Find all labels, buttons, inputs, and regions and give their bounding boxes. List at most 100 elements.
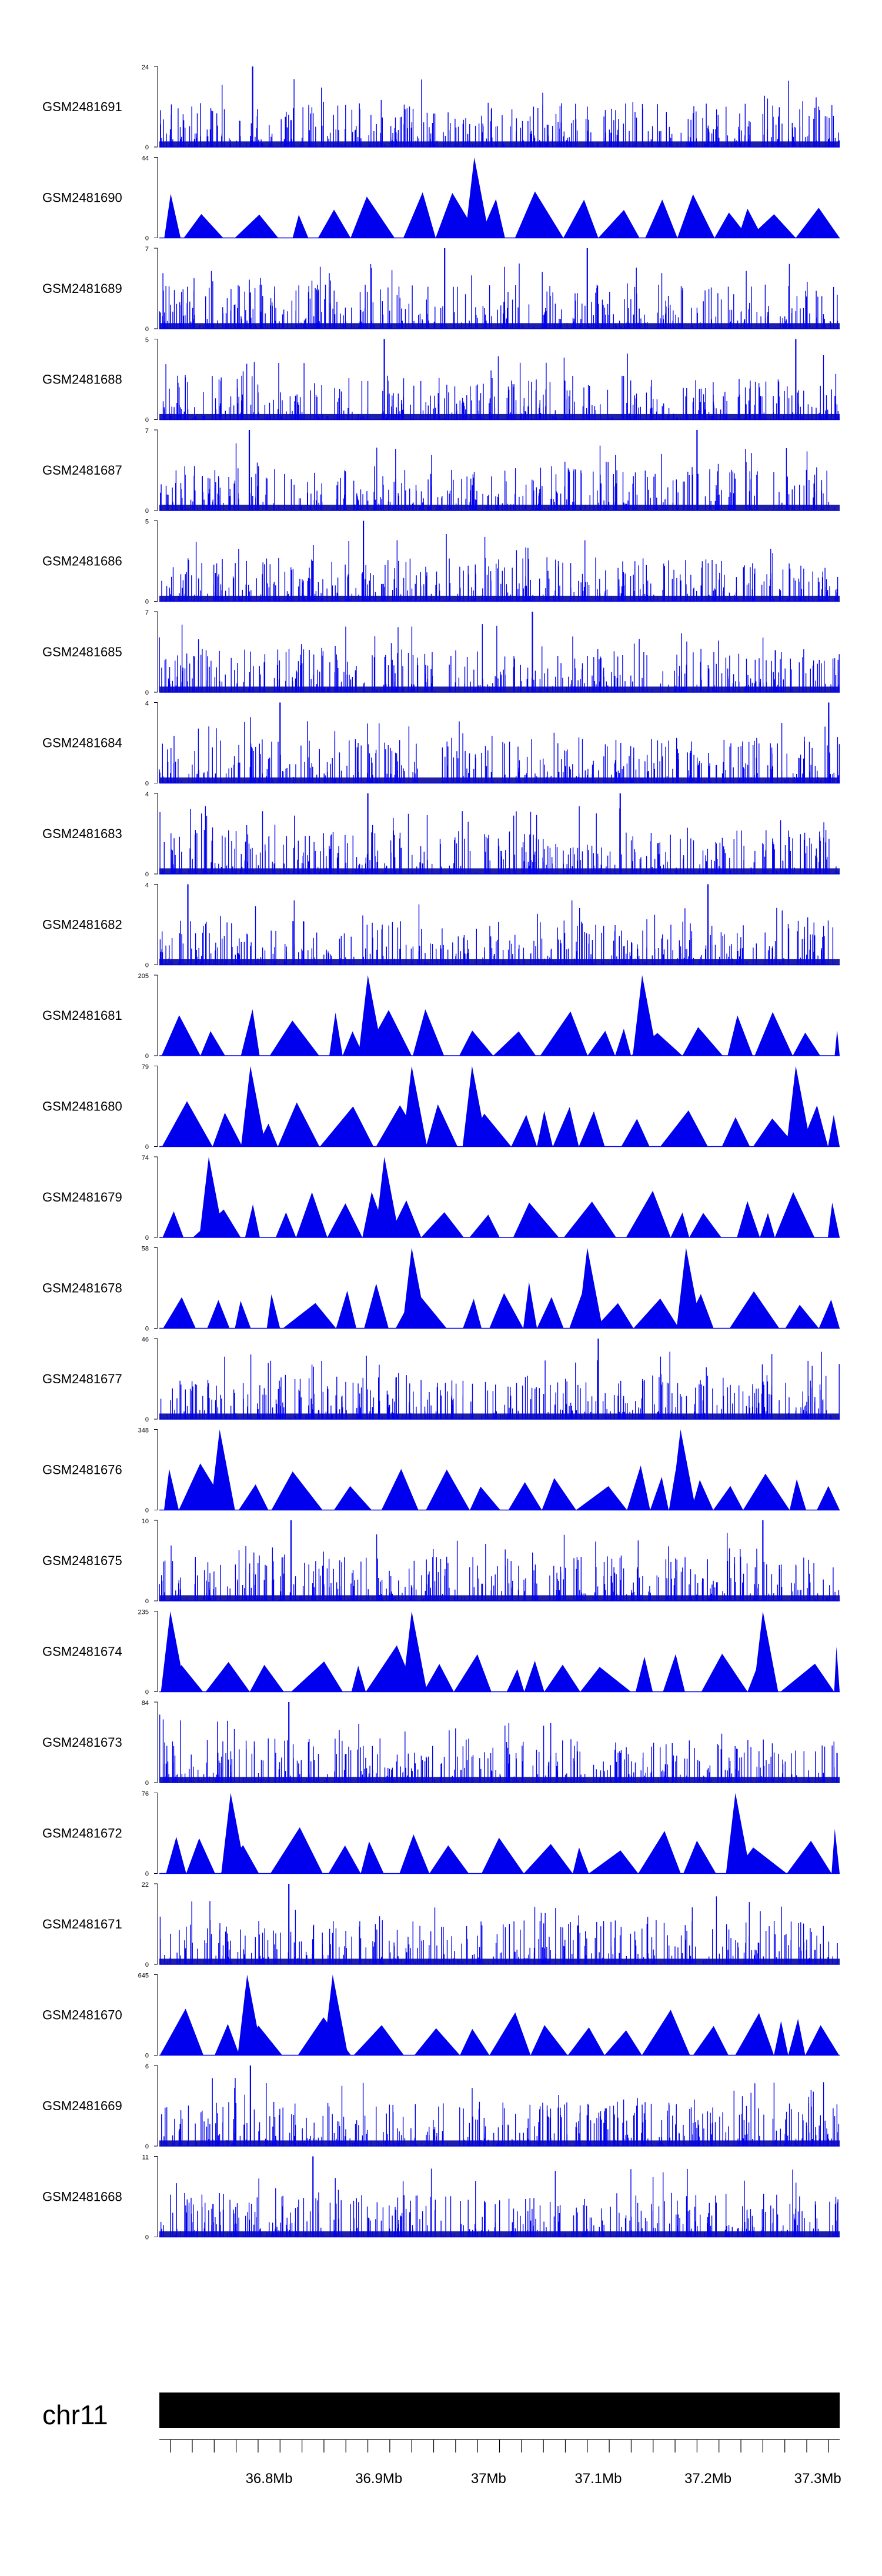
peak-mark xyxy=(402,1247,427,1329)
track-GSM2481671: GSM2481671 22 0 xyxy=(42,1881,840,1968)
y-max-label: 84 xyxy=(142,1700,149,1707)
x-tick-label: 37.3Mb xyxy=(794,2471,841,2487)
track-label: GSM2481689 xyxy=(42,281,122,296)
y-min-label: 0 xyxy=(145,508,149,515)
coverage-bars xyxy=(159,806,839,874)
coverage-baseline xyxy=(159,1595,840,1601)
y-min-label: 0 xyxy=(145,871,149,878)
coverage-bars xyxy=(159,353,840,420)
peak-mark xyxy=(238,1974,263,2056)
track-label: GSM2481688 xyxy=(42,372,122,387)
y-max-label: 58 xyxy=(142,1246,149,1253)
track-label: GSM2481682 xyxy=(42,917,122,932)
coverage-area xyxy=(164,1463,840,1510)
coverage-bars xyxy=(160,79,840,147)
peak-mark xyxy=(462,1066,487,1147)
y-max-label: 7 xyxy=(145,428,149,435)
y-max-label: 7 xyxy=(145,246,149,253)
peak-mark xyxy=(161,1611,186,1692)
track-GSM2481682: GSM2481682 4 0 xyxy=(42,882,840,969)
track-GSM2481677: GSM2481677 46 0 xyxy=(42,1336,840,1423)
track-GSM2481669: GSM2481669 6 0 xyxy=(42,2063,840,2150)
track-GSM2481676: GSM2481676 348 0 xyxy=(42,1427,840,1514)
track-GSM2481689: GSM2481689 7 0 xyxy=(42,246,840,333)
peak-mark xyxy=(199,1157,224,1237)
y-max-label: 7 xyxy=(145,609,149,616)
peak-mark xyxy=(738,208,763,238)
track-GSM2481670: GSM2481670 645 0 xyxy=(42,1973,840,2060)
y-max-label: 205 xyxy=(138,973,149,980)
track-GSM2481690: GSM2481690 44 0 xyxy=(42,155,840,242)
peak-mark xyxy=(402,1611,427,1692)
y-min-label: 0 xyxy=(145,599,149,606)
tracks-layer: GSM2481691240GSM2481690440GSM248168970GS… xyxy=(42,64,840,2241)
y-max-label: 5 xyxy=(145,337,149,344)
peak-mark xyxy=(676,1247,701,1329)
y-min-label: 0 xyxy=(145,2143,149,2150)
y-min-label: 0 xyxy=(145,1689,149,1696)
track-label: GSM2481674 xyxy=(42,1644,122,1659)
track-label: GSM2481691 xyxy=(42,99,122,114)
track-label: GSM2481683 xyxy=(42,826,122,841)
x-tick-label: 36.9Mb xyxy=(355,2471,402,2487)
y-max-label: 4 xyxy=(145,700,149,708)
coverage-baseline xyxy=(159,959,840,965)
peak-mark xyxy=(633,975,658,1056)
coverage-area xyxy=(162,1101,840,1147)
chromosome-ideogram xyxy=(159,2393,840,2428)
peak-mark xyxy=(210,1429,235,1510)
track-label: GSM2481687 xyxy=(42,463,122,478)
track-label: GSM2481672 xyxy=(42,1826,122,1841)
x-tick-label: 37.2Mb xyxy=(684,2471,731,2487)
y-max-label: 44 xyxy=(142,155,149,162)
track-label: GSM2481690 xyxy=(42,191,122,205)
coverage-baseline xyxy=(159,686,840,692)
coverage-area xyxy=(163,1282,840,1329)
y-min-label: 0 xyxy=(145,1780,149,1787)
coverage-area xyxy=(162,1190,840,1237)
y-max-label: 348 xyxy=(138,1427,149,1434)
track-label: GSM2481679 xyxy=(42,1190,122,1204)
peak-mark xyxy=(221,1793,246,1874)
track-GSM2481688: GSM2481688 5 0 xyxy=(42,337,840,424)
y-max-label: 5 xyxy=(145,519,149,526)
y-min-label: 0 xyxy=(145,962,149,969)
y-max-label: 11 xyxy=(142,2154,149,2161)
y-min-label: 0 xyxy=(145,1598,149,1605)
coverage-baseline xyxy=(159,141,840,147)
y-min-label: 0 xyxy=(145,1144,149,1151)
y-max-label: 76 xyxy=(142,1791,149,1798)
track-label: GSM2481684 xyxy=(42,736,122,750)
track-GSM2481672: GSM2481672 76 0 xyxy=(42,1791,840,1878)
coverage-baseline xyxy=(159,595,840,602)
coverage-bars xyxy=(159,1896,838,1964)
coverage-bars xyxy=(159,716,840,783)
coverage-bars xyxy=(160,443,836,510)
coverage-bars xyxy=(159,263,838,329)
y-max-label: 4 xyxy=(145,791,149,798)
peak-mark xyxy=(753,1611,779,1692)
track-label: GSM2481678 xyxy=(42,1281,122,1296)
coverage-baseline xyxy=(159,868,840,874)
y-max-label: 4 xyxy=(145,882,149,889)
track-label: GSM2481675 xyxy=(42,1553,122,1568)
coverage-baseline xyxy=(159,505,840,510)
y-min-label: 0 xyxy=(145,1507,149,1514)
y-max-label: 46 xyxy=(142,1336,149,1343)
y-min-label: 0 xyxy=(145,1416,149,1423)
coverage-baseline xyxy=(159,2140,840,2146)
peak-mark xyxy=(726,1793,751,1874)
track-GSM2481685: GSM2481685 7 0 xyxy=(42,609,840,696)
coverage-bars xyxy=(159,900,838,965)
track-label: GSM2481671 xyxy=(42,1917,122,1931)
track-GSM2481684: GSM2481684 4 0 xyxy=(42,700,840,788)
coverage-baseline xyxy=(159,1958,840,1964)
track-label: GSM2481669 xyxy=(42,2098,122,2113)
coverage-area xyxy=(165,1645,840,1692)
track-GSM2481673: GSM2481673 84 0 xyxy=(42,1700,840,1787)
coverage-baseline xyxy=(159,777,840,783)
x-tick-label: 36.8Mb xyxy=(246,2471,293,2487)
coverage-bars xyxy=(159,1533,840,1601)
track-label: GSM2481668 xyxy=(42,2190,122,2204)
track-GSM2481686: GSM2481686 5 0 xyxy=(42,519,840,606)
